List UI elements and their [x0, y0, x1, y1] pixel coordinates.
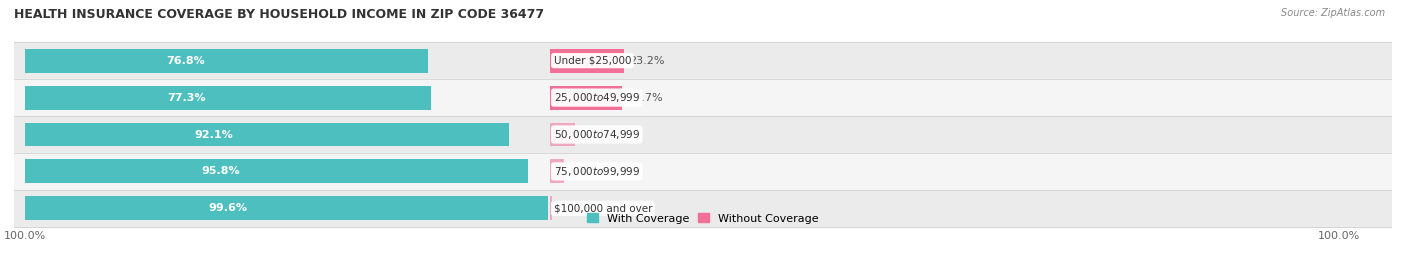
Bar	[14, 190, 1392, 227]
Bar	[551, 122, 575, 147]
Text: 92.1%: 92.1%	[194, 129, 233, 140]
Text: 95.8%: 95.8%	[201, 167, 239, 176]
Bar	[24, 122, 509, 147]
Text: 4.2%: 4.2%	[569, 167, 598, 176]
Bar	[14, 153, 1392, 190]
Text: 77.3%: 77.3%	[167, 93, 205, 102]
Text: HEALTH INSURANCE COVERAGE BY HOUSEHOLD INCOME IN ZIP CODE 36477: HEALTH INSURANCE COVERAGE BY HOUSEHOLD I…	[14, 8, 544, 21]
Text: 0.36%: 0.36%	[557, 203, 592, 213]
Text: 99.6%: 99.6%	[208, 203, 247, 213]
Text: $50,000 to $74,999: $50,000 to $74,999	[554, 128, 640, 141]
Text: $75,000 to $99,999: $75,000 to $99,999	[554, 165, 640, 178]
Bar	[14, 116, 1392, 153]
Bar	[14, 42, 1392, 79]
Text: 23.2%: 23.2%	[628, 56, 665, 66]
Text: 7.9%: 7.9%	[581, 129, 609, 140]
Bar	[14, 79, 1392, 116]
Bar	[551, 160, 564, 183]
Text: $25,000 to $49,999: $25,000 to $49,999	[554, 91, 640, 104]
Bar	[24, 86, 432, 109]
Text: 22.7%: 22.7%	[627, 93, 664, 102]
Text: 76.8%: 76.8%	[166, 56, 205, 66]
Bar	[24, 196, 548, 220]
Text: $100,000 and over: $100,000 and over	[554, 203, 652, 213]
Legend: With Coverage, Without Coverage: With Coverage, Without Coverage	[583, 210, 823, 227]
Text: Source: ZipAtlas.com: Source: ZipAtlas.com	[1281, 8, 1385, 18]
Bar	[551, 49, 624, 73]
Text: Under $25,000: Under $25,000	[554, 56, 631, 66]
Bar	[551, 86, 621, 109]
Bar	[24, 49, 429, 73]
Bar	[24, 160, 529, 183]
